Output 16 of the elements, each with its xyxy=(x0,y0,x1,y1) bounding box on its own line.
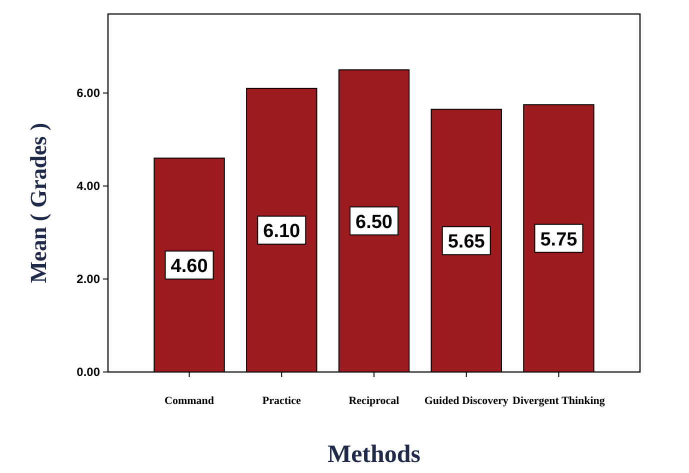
x-tick-label: Reciprocal xyxy=(348,395,400,407)
data-label: 6.50 xyxy=(356,212,392,233)
data-label: 5.75 xyxy=(540,229,578,250)
data-label: 4.60 xyxy=(170,256,208,278)
y-tick-label: 6.00 xyxy=(76,86,100,100)
x-axis-title: Methods xyxy=(327,441,421,468)
x-tick-label: Guided Discovery xyxy=(424,395,509,407)
x-tick-label: Command xyxy=(164,395,214,407)
data-label: 6.10 xyxy=(263,221,300,242)
y-tick-label: 0.00 xyxy=(76,365,100,379)
x-tick-label: Practice xyxy=(262,395,301,407)
x-tick-label: Divergent Thinking xyxy=(512,395,606,407)
y-tick-label: 2.00 xyxy=(76,272,100,286)
y-axis-title: Mean ( Grades ) xyxy=(26,122,51,284)
y-tick-label: 4.00 xyxy=(76,179,100,194)
data-label: 5.65 xyxy=(448,232,486,253)
